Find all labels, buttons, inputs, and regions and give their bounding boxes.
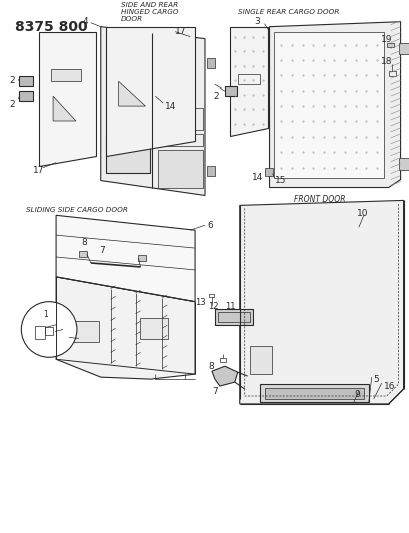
Bar [45,327,53,335]
Bar [106,93,150,115]
Text: 15: 15 [274,176,285,185]
Text: 14: 14 [251,173,263,182]
Bar [140,318,168,340]
Bar [398,158,407,169]
Bar [19,91,33,101]
Bar [274,31,383,177]
Text: 8: 8 [81,238,86,247]
Text: 17: 17 [175,27,186,36]
Bar [264,168,272,175]
Bar [217,312,249,321]
Polygon shape [101,27,204,196]
Text: 18: 18 [380,57,391,66]
Polygon shape [211,366,237,386]
Bar [264,388,363,399]
Bar [79,251,87,257]
Polygon shape [118,81,145,106]
Bar [219,358,225,362]
Bar [224,86,236,96]
Bar [35,326,45,340]
Text: 10: 10 [356,209,368,218]
Text: 16: 16 [383,382,394,391]
Text: 8: 8 [207,362,213,371]
Polygon shape [53,96,76,121]
Bar [398,43,407,54]
Bar [71,320,99,342]
Polygon shape [56,215,195,302]
Text: 4: 4 [83,17,88,26]
Bar [259,384,368,402]
Polygon shape [269,22,400,188]
Text: 17: 17 [33,166,45,175]
Bar [51,69,81,81]
Bar [237,74,259,84]
Text: 2: 2 [9,76,15,85]
Text: 12: 12 [207,302,218,311]
Bar [19,76,33,86]
Text: 14: 14 [165,102,176,111]
Text: 7: 7 [211,386,217,395]
Circle shape [21,302,77,357]
Polygon shape [229,27,267,136]
Text: 8375 800: 8375 800 [16,20,88,34]
Text: 7: 7 [99,246,104,255]
Bar [249,346,271,374]
Bar [209,294,213,297]
Bar [207,59,214,68]
Polygon shape [39,31,96,166]
Text: 19: 19 [380,35,391,44]
Text: 2: 2 [9,100,15,109]
Bar [158,150,202,188]
Bar [214,309,252,325]
Text: 13: 13 [195,298,205,307]
Text: 11: 11 [224,302,235,311]
Bar [106,135,150,173]
Text: 3: 3 [254,17,260,26]
Text: 2: 2 [212,92,218,101]
Text: SIDE AND REAR
HINGED CARGO
DOOR: SIDE AND REAR HINGED CARGO DOOR [120,2,178,22]
Text: 1: 1 [43,310,47,319]
Polygon shape [106,27,195,156]
Bar [386,43,393,46]
Bar [106,119,150,131]
Text: 5: 5 [373,375,379,384]
Text: SINGLE REAR CARGO DOOR: SINGLE REAR CARGO DOOR [237,9,338,15]
Polygon shape [56,277,195,379]
Bar [158,108,202,130]
Polygon shape [239,200,402,404]
Text: 9: 9 [353,390,359,399]
Text: FRONT DOOR: FRONT DOOR [294,195,345,204]
Bar [207,166,214,175]
Bar [138,255,146,261]
Bar [388,71,395,76]
Text: SLIDING SIDE CARGO DOOR: SLIDING SIDE CARGO DOOR [26,207,128,213]
Bar [158,134,202,146]
Text: 6: 6 [207,221,212,230]
